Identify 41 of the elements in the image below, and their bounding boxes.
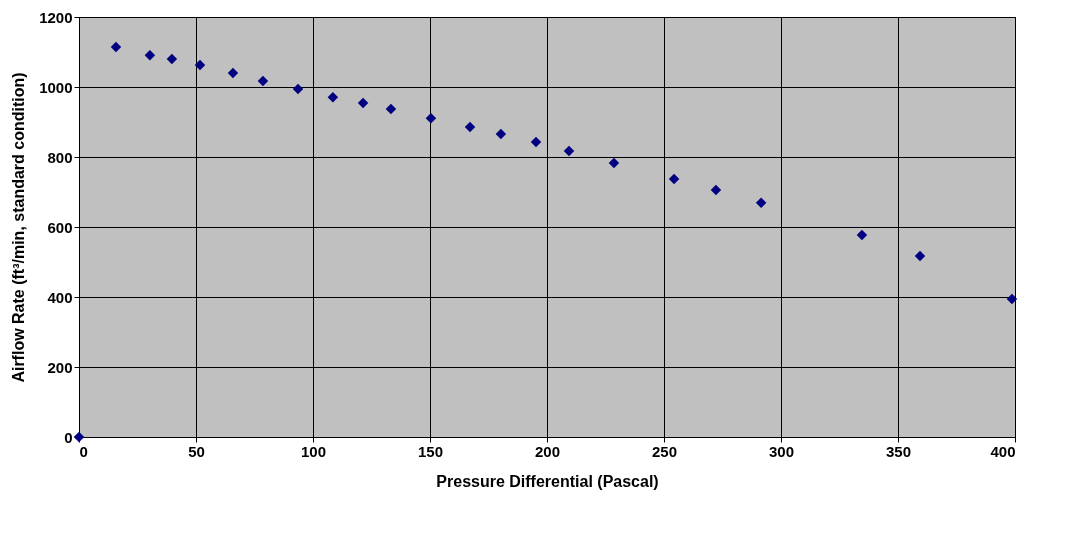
x-tick-label: 0 (79, 442, 88, 460)
y-tick-label: 400 (47, 288, 73, 306)
x-tick-label: 350 (885, 442, 912, 460)
x-tick-label: 400 (990, 442, 1016, 460)
point (144, 49, 156, 61)
point (327, 91, 339, 103)
point (668, 173, 680, 185)
y-tick-label: 800 (47, 148, 73, 166)
point (495, 128, 507, 140)
point (227, 67, 239, 79)
point (856, 229, 868, 241)
point (357, 97, 369, 109)
x-tick-label: 300 (768, 442, 795, 460)
point (914, 250, 926, 262)
x-tick-label: 250 (651, 442, 678, 460)
point (608, 157, 620, 169)
y-tick-label: 600 (47, 218, 73, 236)
point (73, 431, 85, 443)
x-tick-label: 50 (188, 442, 205, 460)
point (530, 136, 542, 148)
point (710, 184, 722, 196)
point (292, 83, 304, 95)
point (755, 197, 767, 209)
point (257, 75, 269, 87)
y-tick-label: 1000 (39, 78, 73, 96)
x-tick-label: 150 (417, 442, 444, 460)
y-tick-label: 0 (64, 428, 73, 446)
point (425, 112, 437, 124)
point (110, 41, 122, 53)
x-tick-label: 100 (300, 442, 327, 460)
y-tick-label: 1200 (39, 8, 73, 26)
x-axis-title: Pressure Differential (Pascal) (436, 472, 659, 490)
point (464, 121, 476, 133)
point (1006, 293, 1018, 305)
x-tick-label: 200 (534, 442, 561, 460)
y-tick-label: 200 (47, 358, 73, 376)
point (194, 59, 206, 71)
point (166, 53, 178, 65)
y-axis-title: Airflow Rate (ft³/min, standard condition) (10, 72, 28, 383)
point (385, 103, 397, 115)
point (563, 145, 575, 157)
